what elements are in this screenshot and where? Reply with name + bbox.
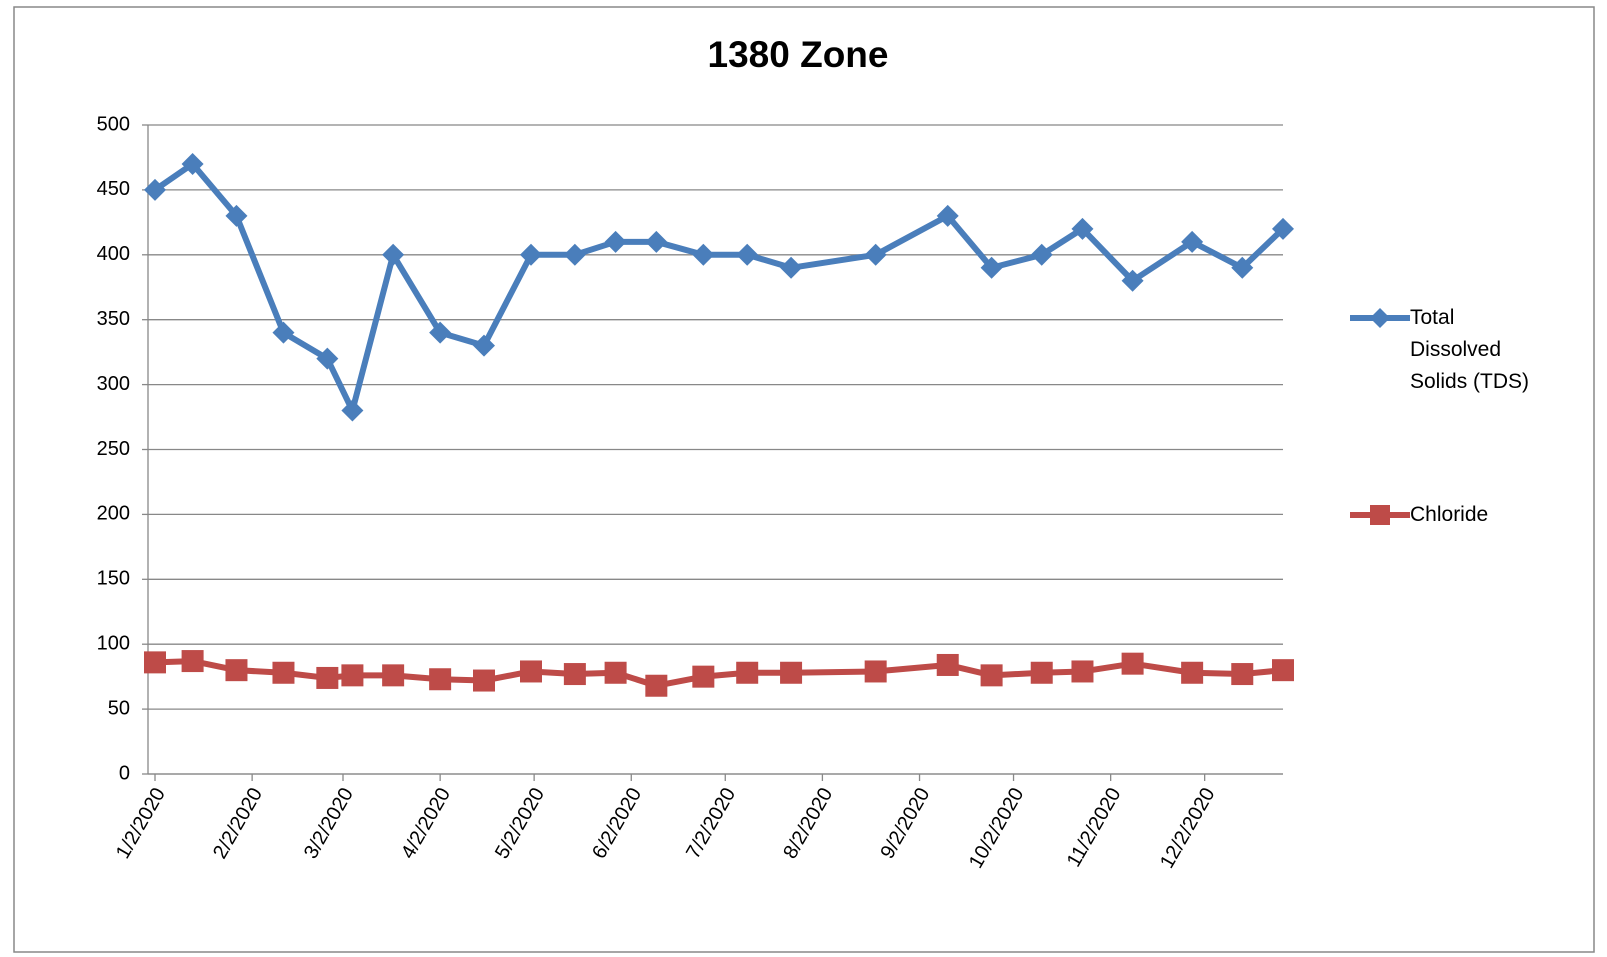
marker [1231,663,1254,686]
y-tick-label: 500 [97,113,130,135]
marker [429,668,452,691]
marker [692,243,715,266]
y-tick-label: 300 [97,373,130,395]
marker [1272,217,1294,240]
legend-item: Chloride [1350,499,1540,531]
marker [563,243,586,266]
marker [1181,661,1204,684]
marker [520,243,542,266]
y-tick-label: 400 [97,243,130,265]
marker [382,243,405,266]
marker [692,665,715,688]
y-tick-label: 50 [108,697,130,719]
marker [272,661,295,684]
marker [272,321,295,344]
marker [1030,243,1053,266]
marker [1071,660,1094,683]
marker [225,204,248,227]
marker [181,650,204,673]
marker [520,660,542,683]
marker [382,664,405,687]
legend-item: Total Dissolved Solids (TDS) [1350,302,1540,398]
marker [604,230,627,253]
marker [316,347,339,370]
marker [864,243,887,266]
marker [1121,269,1144,292]
marker [645,674,668,697]
marker [316,666,339,689]
legend-swatch [1350,308,1410,328]
marker [736,243,759,266]
marker [225,659,248,682]
marker [1071,217,1094,240]
legend-swatch [1350,505,1410,525]
y-tick-label: 350 [97,308,130,330]
y-tick-label: 100 [97,632,130,654]
marker [429,321,452,344]
chart-border [13,6,1595,953]
y-tick-label: 450 [97,178,130,200]
marker [144,651,166,674]
chart-title: 1380 Zone [708,34,889,75]
y-tick-label: 200 [97,503,130,525]
marker [144,178,166,201]
marker [1181,230,1204,253]
marker [936,653,959,676]
marker [864,660,887,683]
legend-marker [1370,505,1390,525]
marker [1272,659,1294,682]
marker [473,334,495,357]
marker [780,661,803,684]
marker [604,661,627,684]
marker [563,663,586,686]
marker [341,399,364,422]
legend-label: Chloride [1410,503,1489,526]
marker [780,256,803,279]
marker [341,664,364,687]
marker [473,669,495,692]
legend-marker [1370,308,1390,328]
y-tick-label: 150 [97,568,130,590]
legend-label: Total Dissolved Solids (TDS) [1410,306,1530,393]
marker [980,256,1003,279]
marker [1121,652,1144,675]
marker [736,661,759,684]
marker [980,664,1003,687]
marker [645,230,668,253]
marker [936,204,959,227]
marker [181,152,204,175]
marker [1030,661,1053,684]
marker [1231,256,1254,279]
y-tick-label: 0 [119,762,130,784]
y-tick-label: 250 [97,438,130,460]
